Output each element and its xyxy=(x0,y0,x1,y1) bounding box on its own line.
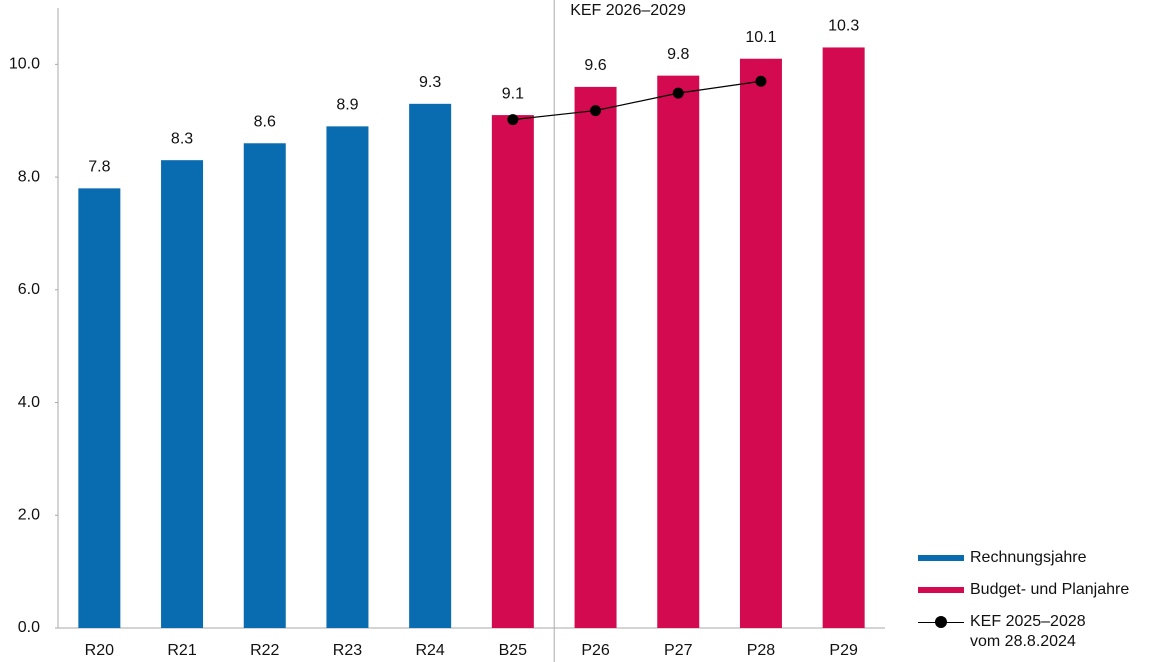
x-tick-label: P26 xyxy=(581,642,610,659)
y-tick-label: 4.0 xyxy=(18,394,40,411)
bar xyxy=(822,47,865,629)
legend-item: Budget- und Planjahre xyxy=(918,580,1148,600)
legend-label: Rechnungsjahre xyxy=(970,549,1087,566)
y-tick-label: 2.0 xyxy=(18,506,40,523)
legend-swatch xyxy=(918,580,964,600)
line-point xyxy=(672,87,684,99)
bar xyxy=(326,126,369,628)
bar xyxy=(243,143,286,629)
legend-swatch xyxy=(918,548,964,568)
legend-label: Budget- und Planjahre xyxy=(970,581,1130,598)
line-point xyxy=(755,75,767,87)
annotation: KEF 2026–2029 xyxy=(570,2,686,19)
x-tick-label: R22 xyxy=(250,642,279,659)
y-tick-label: 10.0 xyxy=(9,56,40,73)
data-label: 8.3 xyxy=(171,130,193,147)
data-label: 10.3 xyxy=(828,18,859,35)
data-label: 8.9 xyxy=(336,97,358,114)
y-tick-label: 8.0 xyxy=(18,168,40,185)
legend-swatch xyxy=(918,612,964,632)
x-tick-label: R21 xyxy=(167,642,196,659)
x-tick-label: P28 xyxy=(747,642,776,659)
line-point xyxy=(507,114,519,126)
x-tick-label: R23 xyxy=(333,642,362,659)
data-label: 10.1 xyxy=(745,29,776,46)
x-tick-label: R20 xyxy=(85,642,114,659)
data-label: 8.6 xyxy=(254,113,276,130)
bar xyxy=(491,115,534,628)
x-tick-label: P29 xyxy=(829,642,858,659)
data-label: 9.6 xyxy=(584,57,606,74)
legend-item: Rechnungsjahre xyxy=(918,548,1148,568)
bar xyxy=(739,58,782,628)
bar xyxy=(78,188,121,628)
data-label: 7.8 xyxy=(88,159,110,176)
data-label: 9.8 xyxy=(667,46,689,63)
bar xyxy=(161,160,204,628)
x-tick-label: P27 xyxy=(664,642,693,659)
legend-label: KEF 2025–2028 vom 28.8.2024 xyxy=(970,613,1086,650)
bar xyxy=(657,75,700,629)
legend: Rechnungsjahre Budget- und Planjahre KEF 2… xyxy=(918,548,1148,662)
x-tick-label: R24 xyxy=(415,642,444,659)
data-label: 9.3 xyxy=(419,74,441,91)
line xyxy=(512,80,762,121)
y-tick-label: 0.0 xyxy=(18,619,40,636)
legend-item: KEF 2025–2028 vom 28.8.2024 xyxy=(918,612,1148,652)
bar xyxy=(574,86,617,629)
line-point xyxy=(590,105,602,117)
data-label: 9.1 xyxy=(502,85,524,102)
y-tick-label: 6.0 xyxy=(18,281,40,298)
x-tick-label: B25 xyxy=(499,642,528,659)
bar xyxy=(409,103,452,629)
